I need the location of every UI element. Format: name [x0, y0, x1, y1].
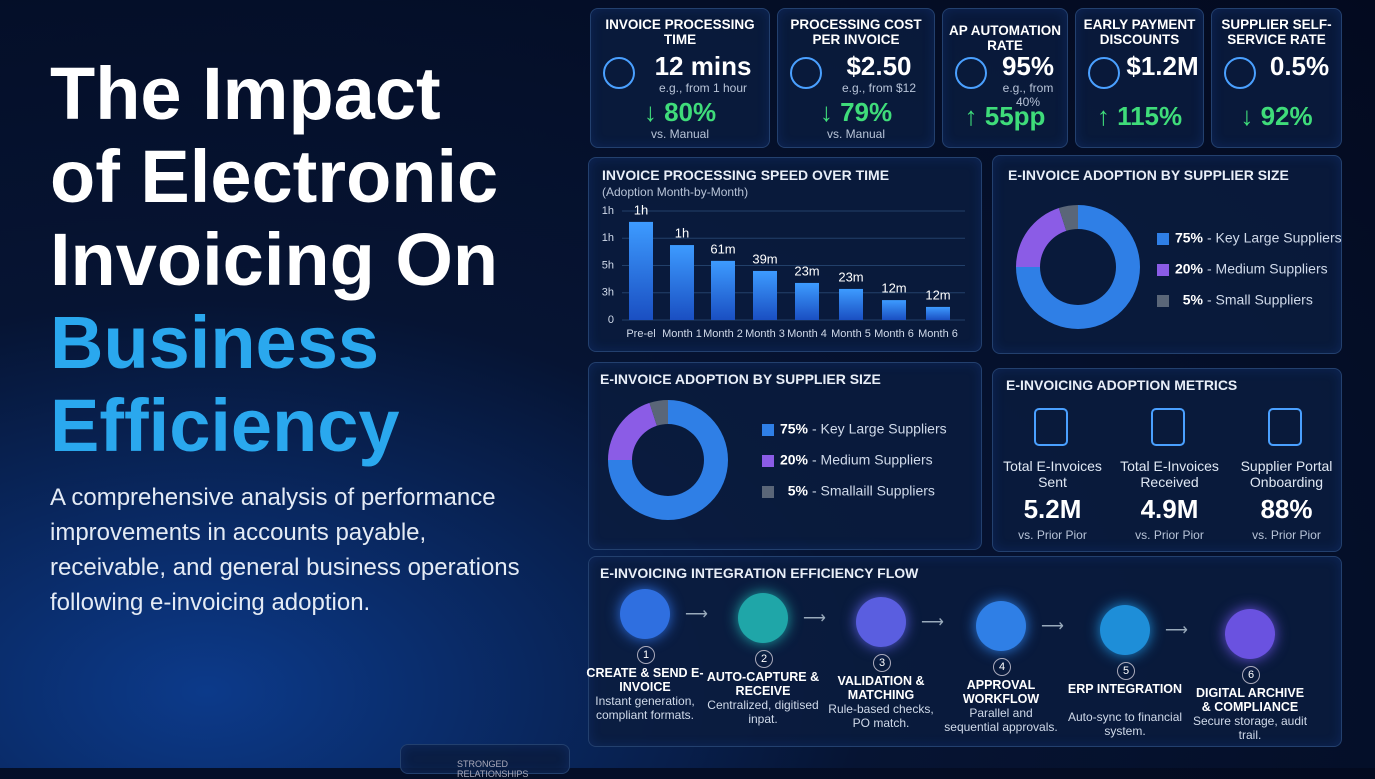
kpi-icon [603, 57, 635, 89]
chart-title: INVOICE PROCESSING SPEED OVER TIME [602, 167, 890, 183]
metrics-title: E-INVOICING ADOPTION METRICS [1006, 377, 1238, 393]
hero-highlight: Efficiency [50, 384, 400, 467]
kpi-value: $1.2M [1126, 51, 1199, 81]
hero-title: Invoicing On [50, 218, 499, 301]
kpi-icon [1224, 57, 1256, 89]
step-desc: Centralized, digitised inpat. [707, 698, 819, 726]
step-icon [1225, 609, 1275, 659]
hero-highlight: Business [50, 301, 380, 384]
kpi-card: INVOICE PROCESSING TIME 12 mins e.g., from… [590, 8, 770, 148]
step-desc: Parallel and sequential approvals. [944, 706, 1058, 734]
metric-icon [1034, 408, 1068, 446]
kpi-title: SUPPLIER SELF-SERVICE RATE [1221, 17, 1332, 47]
kpi-value: 95% [1001, 51, 1055, 81]
metric-label: Supplier Portal Onboarding [1240, 458, 1333, 490]
metric-label: Total E-Invoices Received [1120, 458, 1219, 490]
footer-tab: STRONGED RELATIONSHIPS [400, 744, 570, 779]
kpi-card: SUPPLIER SELF-SERVICE RATE 0.5% ↓ 92% [1211, 8, 1342, 148]
metric-value: 4.9M [1140, 494, 1199, 524]
step-title: AUTO-CAPTURE & RECEIVE [706, 670, 820, 698]
step-icon [856, 597, 906, 647]
step-icon [1100, 605, 1150, 655]
kpi-change-note: vs. Manual [826, 127, 886, 141]
step-icon [976, 601, 1026, 651]
kpi-change: ↑ 55pp [964, 101, 1046, 131]
kpi-title: EARLY PAYMENT DISCOUNTS [1083, 17, 1196, 47]
kpi-icon [955, 57, 987, 89]
arrow: ⟶ [921, 614, 944, 631]
metric-icon [1268, 408, 1302, 446]
kpi-value: $2.50 [846, 51, 912, 81]
kpi-card: AP AUTOMATION RATE 95% e.g., from 40% ↑ 55p… [942, 8, 1068, 148]
step-title: CREATE & SEND E-INVOICE [586, 666, 704, 694]
kpi-change: ↓ 80% [643, 97, 717, 127]
kpi-change: ↓ 79% [819, 97, 893, 127]
kpi-card: PROCESSING COST PER INVOICE $2.50 e.g., fr… [777, 8, 935, 148]
kpi-icon [790, 57, 822, 89]
arrow: ⟶ [1041, 618, 1064, 635]
step-desc: Auto-sync to financial system. [1067, 710, 1183, 738]
metric-note: vs. Prior Pior [1252, 528, 1321, 542]
hero-title: The Impact [50, 52, 441, 135]
arrow: ⟶ [685, 606, 708, 623]
kpi-note: e.g., from 40% [1002, 81, 1054, 109]
hero-subtitle: A comprehensive analysis of performance … [50, 484, 520, 616]
step-icon [620, 589, 670, 639]
step-number: 5 [1117, 662, 1135, 680]
kpi-note: e.g., from $12 [841, 81, 917, 95]
step-title: ERP INTEGRATION [1067, 682, 1183, 696]
kpi-title: PROCESSING COST PER INVOICE [790, 17, 922, 47]
kpi-icon [1088, 57, 1120, 89]
metric-note: vs. Prior Pior [1135, 528, 1204, 542]
chart-subtitle: (Adoption Month-by-Month) [602, 185, 749, 199]
kpi-change: ↓ 92% [1240, 101, 1313, 131]
donut-title: E-INVOICE ADOPTION BY SUPPLIER SIZE [1008, 167, 1289, 183]
kpi-change: ↑ 115% [1096, 101, 1183, 131]
step-number: 6 [1242, 666, 1260, 684]
step-number: 1 [637, 646, 655, 664]
step-desc: Secure storage, audit trail. [1192, 714, 1308, 742]
panel [588, 362, 982, 550]
kpi-value: 12 mins [654, 51, 752, 81]
step-desc: Rule-based checks, PO match. [828, 702, 934, 730]
step-desc: Instant generation, compliant formats. [595, 694, 695, 722]
panel [588, 556, 1342, 747]
metric-note: vs. Prior Pior [1018, 528, 1087, 542]
kpi-title: AP AUTOMATION RATE [948, 23, 1061, 53]
step-title: DIGITAL ARCHIVE & COMPLIANCE [1195, 686, 1305, 714]
arrow: ⟶ [803, 610, 826, 627]
step-title: VALIDATION & MATCHING [837, 674, 925, 702]
step-title: APPROVAL WORKFLOW [962, 678, 1040, 706]
panel [992, 368, 1342, 552]
step-icon [738, 593, 788, 643]
metric-label: Total E-Invoices Sent [1003, 458, 1102, 490]
metric-icon [1151, 408, 1185, 446]
flow-title: E-INVOICING INTEGRATION EFFICIENCY FLOW [600, 565, 919, 581]
step-number: 2 [755, 650, 773, 668]
donut-title: E-INVOICE ADOPTION BY SUPPLIER SIZE [600, 371, 881, 387]
metric-value: 88% [1260, 494, 1313, 524]
arrow: ⟶ [1165, 622, 1188, 639]
step-number: 3 [873, 654, 891, 672]
kpi-value: 0.5% [1269, 51, 1330, 81]
hero-title: of Electronic [50, 135, 499, 218]
step-number: 4 [993, 658, 1011, 676]
kpi-change-note: vs. Manual [650, 127, 710, 141]
kpi-note: e.g., from 1 hour [658, 81, 748, 95]
kpi-title: INVOICE PROCESSING TIME [605, 17, 755, 47]
panel [992, 155, 1342, 354]
kpi-card: EARLY PAYMENT DISCOUNTS $1.2M ↑ 115% [1075, 8, 1204, 148]
metric-value: 5.2M [1023, 494, 1082, 524]
